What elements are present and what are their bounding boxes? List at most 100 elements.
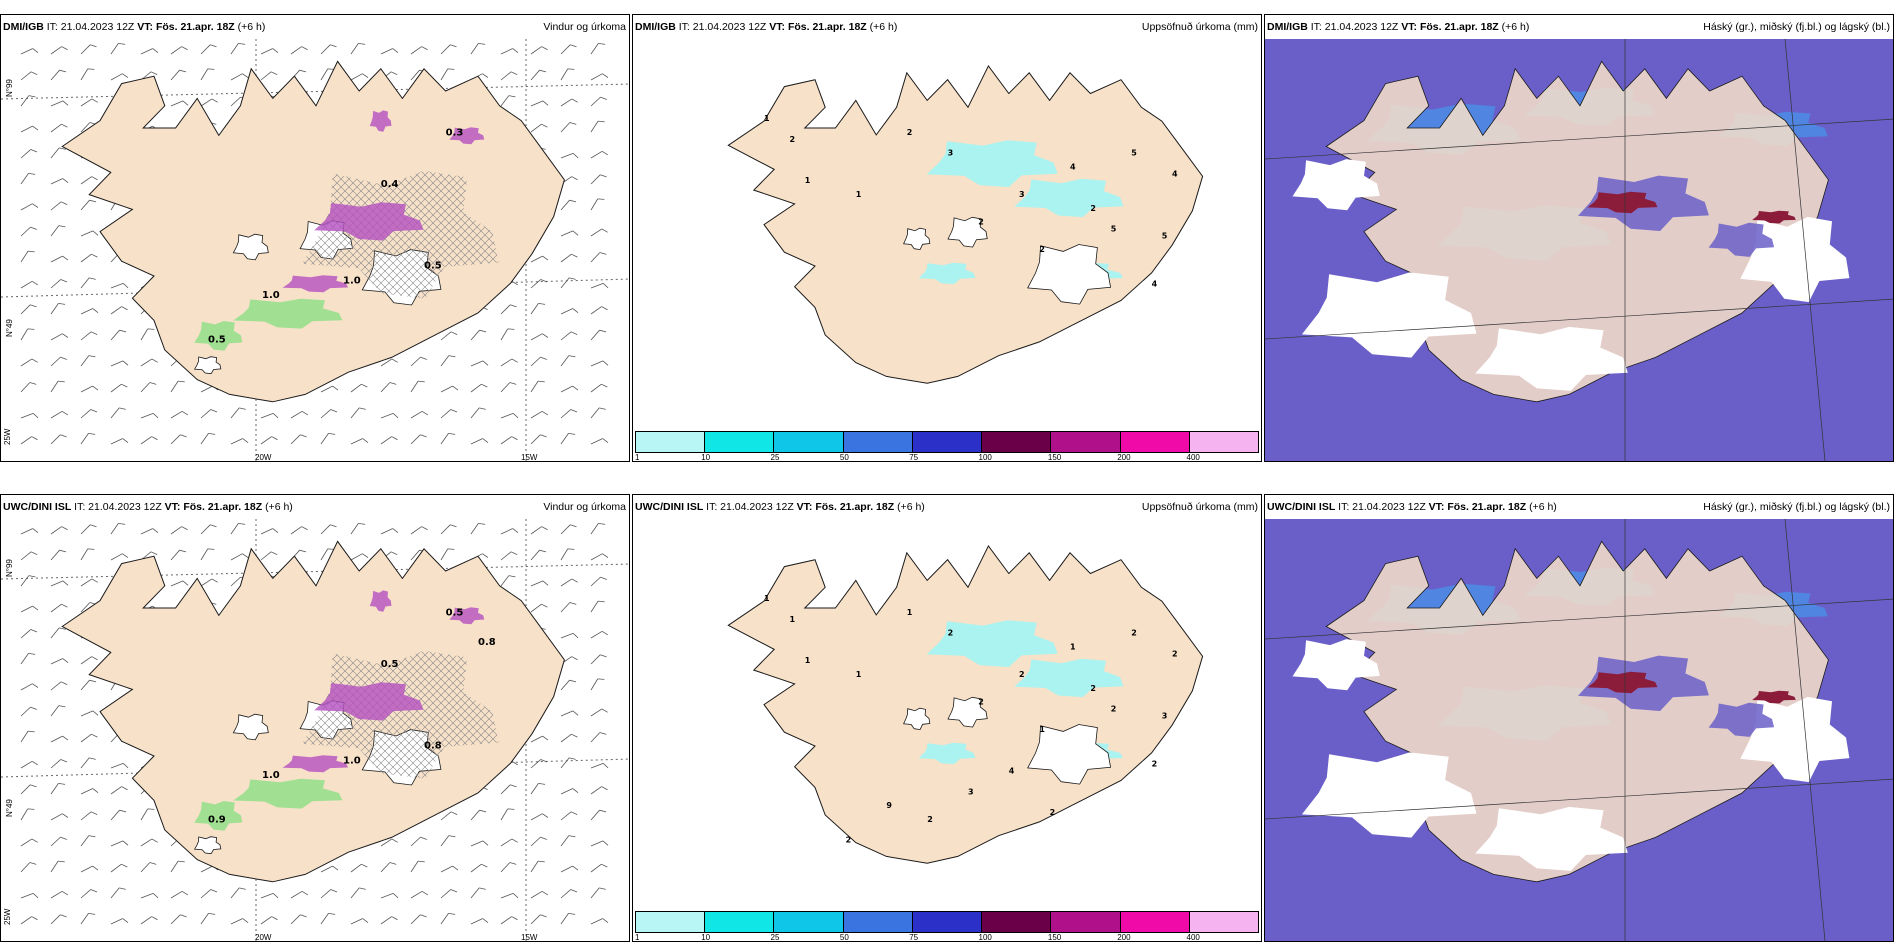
barb-flag — [61, 123, 68, 128]
panel-title: Háský (gr.), miðský (fj.bl.) og lágský (… — [1703, 501, 1890, 513]
barb-flag — [599, 732, 607, 735]
barb-flag — [421, 46, 428, 51]
barb-flag — [539, 549, 547, 553]
wind-barb — [440, 548, 455, 561]
barb-staff — [320, 889, 332, 899]
precip-value-label: 1.0 — [262, 290, 280, 301]
wind-barb — [110, 786, 128, 795]
low-cloud-area — [1587, 671, 1658, 694]
barb-staff — [410, 890, 423, 899]
barb-staff — [560, 524, 571, 535]
wind-barb — [590, 786, 608, 795]
barb-staff — [380, 412, 394, 419]
barb-staff — [290, 434, 301, 445]
barb-flag — [538, 302, 546, 305]
wind-barb — [350, 918, 369, 925]
barb-staff — [20, 226, 31, 237]
wind-barb — [50, 302, 66, 315]
barb-flag — [479, 809, 487, 813]
precip-shading — [369, 590, 392, 612]
barb-staff — [470, 43, 479, 55]
precip-value-label: 2 — [978, 218, 984, 227]
barb-flag — [271, 916, 278, 921]
barb-flag — [27, 328, 35, 330]
wind-barb — [20, 250, 35, 263]
precip-value-label: 0.8 — [478, 637, 496, 648]
barb-flag — [390, 551, 398, 555]
wind-barb — [530, 836, 547, 847]
barb-staff — [200, 524, 211, 535]
barb-staff — [560, 811, 572, 821]
barb-staff — [380, 892, 394, 899]
wind-barb — [530, 279, 548, 289]
barb-staff — [560, 433, 569, 445]
barb-staff — [260, 528, 273, 535]
lead-time: (+6 h) — [1501, 21, 1530, 33]
barb-staff — [530, 46, 542, 55]
lead-time: (+6 h) — [869, 21, 898, 33]
barb-staff — [200, 548, 209, 561]
colorbar-labels: 1 10 25 50 75 100 150 200 400 — [635, 933, 1259, 941]
lon-label-15w: 15W — [521, 453, 538, 462]
wind-barb — [530, 356, 547, 367]
barb-flag — [332, 385, 339, 391]
barb-staff — [50, 46, 62, 55]
barb-staff — [470, 383, 482, 393]
wind-barb — [440, 331, 458, 341]
wind-barb — [80, 889, 98, 899]
wind-barb — [590, 887, 606, 899]
wind-barb — [290, 410, 309, 419]
barb-flag — [122, 283, 129, 289]
barb-flag — [122, 918, 129, 923]
glacier — [947, 696, 988, 728]
colorbar-tick-label: 150 — [1047, 453, 1062, 462]
wind-barb — [80, 710, 99, 717]
wind-barb — [440, 524, 457, 535]
barb-flag — [61, 890, 69, 896]
precip-value-label: 4 — [1172, 169, 1178, 178]
barb-flag — [121, 863, 128, 868]
barb-flag — [540, 279, 548, 283]
barb-staff — [230, 96, 241, 107]
barb-flag — [92, 308, 99, 313]
barb-flag — [90, 524, 97, 528]
barb-staff — [80, 98, 93, 107]
lead-time: (+6 h) — [265, 501, 293, 513]
barb-staff — [50, 279, 62, 289]
barb-staff — [50, 123, 62, 133]
barb-staff — [170, 526, 182, 535]
barb-flag — [571, 733, 578, 738]
barb-flag — [122, 360, 129, 366]
wind-barb — [530, 333, 549, 341]
barb-staff — [140, 328, 149, 341]
colorbar-tick-label: 400 — [1186, 453, 1200, 462]
map-wind-precip: 1.0 1.0 0.8 0.9 0.5 0.5 0.8 — [1, 519, 629, 941]
barb-staff — [50, 380, 59, 393]
barb-staff — [260, 892, 274, 899]
barb-flag — [569, 199, 577, 203]
wind-barb — [50, 410, 69, 419]
barb-staff — [590, 840, 604, 847]
wind-barb — [590, 576, 607, 587]
wind-barb — [80, 230, 99, 237]
barb-flag — [301, 526, 308, 531]
wind-barb — [560, 548, 575, 561]
precip-area — [1014, 658, 1124, 698]
barb-staff — [560, 865, 573, 873]
barb-staff — [80, 602, 91, 613]
barb-flag — [147, 808, 155, 810]
barb-flag — [88, 432, 96, 435]
barb-staff — [530, 580, 544, 587]
barb-flag — [32, 893, 39, 899]
barb-staff — [380, 862, 391, 873]
wind-barb — [200, 44, 217, 55]
barb-staff — [230, 73, 243, 81]
wind-barb — [590, 329, 607, 341]
wind-barb — [530, 100, 549, 107]
barb-flag — [570, 331, 578, 335]
wind-barb — [560, 710, 579, 717]
model-name: UWC/DINI ISL — [635, 501, 704, 513]
barb-flag — [538, 380, 545, 383]
barb-flag — [392, 48, 399, 53]
precip-value-label: 1 — [856, 190, 862, 199]
